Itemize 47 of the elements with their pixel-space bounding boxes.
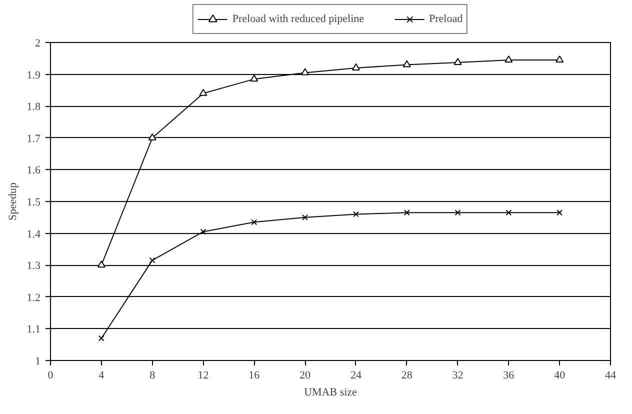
point (97, 260, 106, 268)
y-tick-label: 1.3 (26, 260, 41, 272)
point (404, 210, 410, 216)
point (250, 74, 258, 82)
point (506, 210, 512, 216)
x-tick-label: 8 (150, 370, 156, 382)
point (302, 214, 308, 220)
point (556, 55, 564, 63)
point (251, 219, 258, 226)
y-tick-label: 1 (35, 356, 40, 368)
y-axis-title: Speedup (6, 182, 19, 220)
x-tick-label: 16 (248, 370, 260, 382)
x-tick-label: 44 (605, 370, 616, 382)
x-tick-label: 20 (300, 370, 312, 382)
point (556, 210, 563, 216)
x-tick-label: 12 (198, 370, 209, 382)
point (98, 335, 104, 342)
point (352, 63, 360, 70)
legend-label: Preload with reduced pipeline (232, 13, 364, 25)
x-tick-label: 40 (554, 370, 566, 382)
x-axis-title: UMAB size (304, 386, 358, 398)
y-tick-label: 1.7 (26, 132, 41, 145)
y-tick-label: 2 (35, 38, 40, 50)
legend-label: Preload (429, 13, 463, 25)
y-tick-label: 1.1 (26, 324, 40, 336)
x-tick-label: 32 (452, 370, 464, 382)
x-tick-label: 24 (350, 370, 362, 382)
y-tick-label: 1.2 (26, 292, 40, 304)
y-tick-label: 1.8 (26, 101, 41, 114)
y-tick-label: 1.5 (26, 196, 41, 208)
point (148, 133, 156, 140)
y-tick-label: 1.6 (26, 164, 41, 177)
point (352, 211, 359, 218)
point (454, 210, 461, 216)
point (402, 60, 411, 68)
x-tick-label: 0 (48, 370, 54, 382)
y-tick-label: 1.9 (26, 69, 41, 82)
y-tick-label: 1.4 (26, 228, 41, 240)
point (199, 88, 208, 96)
x-tick-label: 36 (503, 370, 515, 382)
point (149, 257, 156, 264)
x-tick-label: 4 (98, 370, 105, 382)
point (200, 228, 206, 235)
point (301, 68, 310, 76)
point (454, 58, 462, 66)
point (504, 55, 513, 63)
x-tick-label: 28 (401, 370, 413, 382)
